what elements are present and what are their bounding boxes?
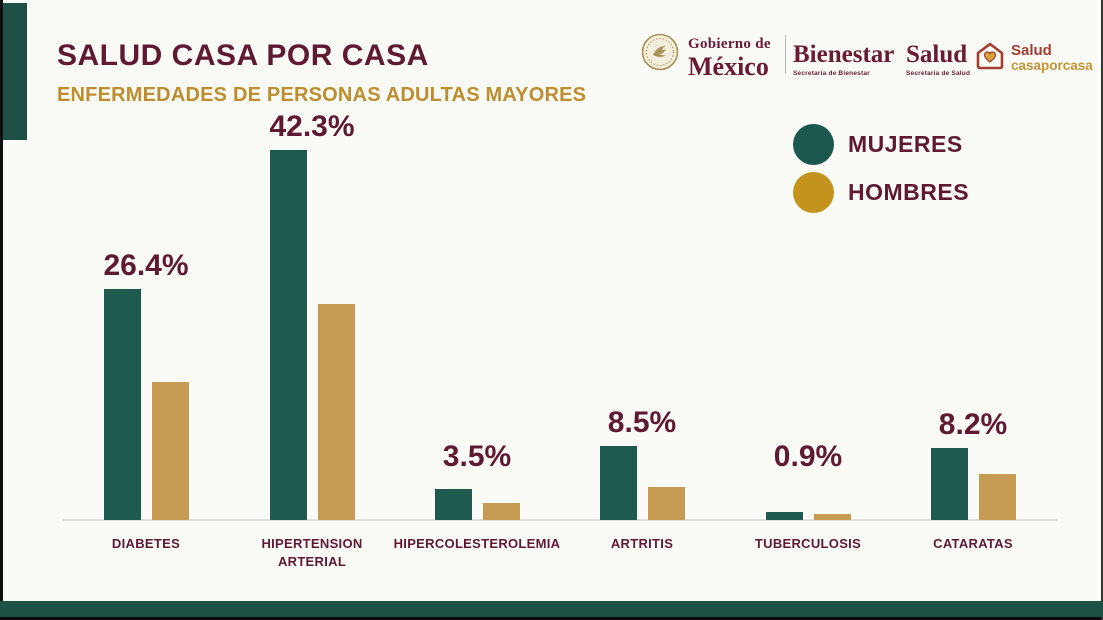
gobierno-mexico-seal-icon bbox=[641, 33, 679, 71]
legend-swatch-mujeres bbox=[793, 124, 834, 165]
left-accent-bar bbox=[3, 3, 27, 140]
bar-mujeres-diabetes bbox=[104, 289, 141, 520]
bar-hombres-artritis bbox=[648, 486, 685, 520]
value-label-diabetes: 26.4% bbox=[103, 249, 189, 282]
bar-mujeres-tuberculosis bbox=[766, 512, 803, 520]
bar-hombres-hipercolesterolemia bbox=[483, 503, 520, 520]
bar-mujeres-hipertension-arterial bbox=[270, 149, 307, 520]
legend-item-mujeres: MUJERES bbox=[793, 124, 969, 165]
frame-bottom-edge bbox=[0, 617, 1103, 620]
category-label-diabetes: DIABETES bbox=[111, 536, 181, 551]
bar-mujeres-artritis bbox=[600, 445, 637, 520]
category-label-hipertension-arterial: HIPERTENSION ARTERIAL bbox=[261, 536, 363, 570]
casaporcasa-wordmark: Salud casaporcasa bbox=[1011, 43, 1093, 73]
casaporcasa-line2: casaporcasa bbox=[1011, 58, 1093, 73]
frame-right-edge bbox=[1101, 0, 1103, 620]
casaporcasa-house-icon bbox=[976, 42, 1004, 70]
value-label-tuberculosis: 0.9% bbox=[773, 440, 843, 473]
category-label-hipercolesterolemia: HIPERCOLESTEROLEMIA bbox=[393, 536, 561, 551]
page-subtitle: ENFERMEDADES DE PERSONAS ADULTAS MAYORES bbox=[57, 84, 587, 106]
bar-mujeres-cataratas bbox=[931, 448, 968, 520]
legend-label-mujeres: MUJERES bbox=[848, 131, 963, 157]
bar-hombres-cataratas bbox=[979, 473, 1016, 520]
gobierno-line2: México bbox=[688, 52, 769, 81]
bienestar-subtitle: Secretaría de Bienestar bbox=[793, 70, 870, 77]
bar-hombres-diabetes bbox=[152, 381, 189, 520]
frame-left-edge bbox=[0, 0, 3, 620]
category-label-tuberculosis: TUBERCULOSIS bbox=[754, 536, 862, 551]
bar-hombres-hipertension-arterial bbox=[318, 303, 355, 520]
bienestar-name: Bienestar bbox=[793, 41, 895, 68]
value-label-artritis: 8.5% bbox=[607, 405, 677, 439]
bar-mujeres-hipercolesterolemia bbox=[435, 489, 472, 520]
value-label-hipercolesterolemia: 3.5% bbox=[442, 440, 512, 473]
value-label-cataratas: 8.2% bbox=[938, 408, 1008, 442]
legend-swatch-hombres bbox=[793, 172, 834, 213]
bar-hombres-tuberculosis bbox=[814, 513, 851, 520]
gobierno-line1: Gobierno de bbox=[688, 36, 771, 52]
category-label-cataratas: CATARATAS bbox=[933, 536, 1013, 551]
salud-subtitle: Secretaría de Salud bbox=[906, 70, 971, 77]
chart-legend: MUJERES HOMBRES bbox=[793, 124, 969, 220]
gobierno-wordmark: Gobierno de México bbox=[688, 37, 771, 80]
logo-divider bbox=[785, 35, 786, 73]
bienestar-wordmark: Bienestar Secretaría de Bienestar bbox=[793, 42, 894, 78]
page-title: SALUD CASA POR CASA bbox=[57, 39, 429, 72]
category-label-artritis: ARTRITIS bbox=[610, 536, 674, 551]
casaporcasa-line1: Salud bbox=[1011, 42, 1052, 59]
chart-baseline bbox=[63, 519, 1057, 521]
legend-item-hombres: HOMBRES bbox=[793, 172, 969, 213]
legend-label-hombres: HOMBRES bbox=[848, 179, 970, 205]
bottom-accent-bar bbox=[0, 601, 1103, 617]
salud-name: Salud bbox=[906, 41, 968, 68]
value-label-hipertension-arterial: 42.3% bbox=[269, 109, 355, 143]
salud-wordmark: Salud Secretaría de Salud bbox=[906, 42, 970, 78]
